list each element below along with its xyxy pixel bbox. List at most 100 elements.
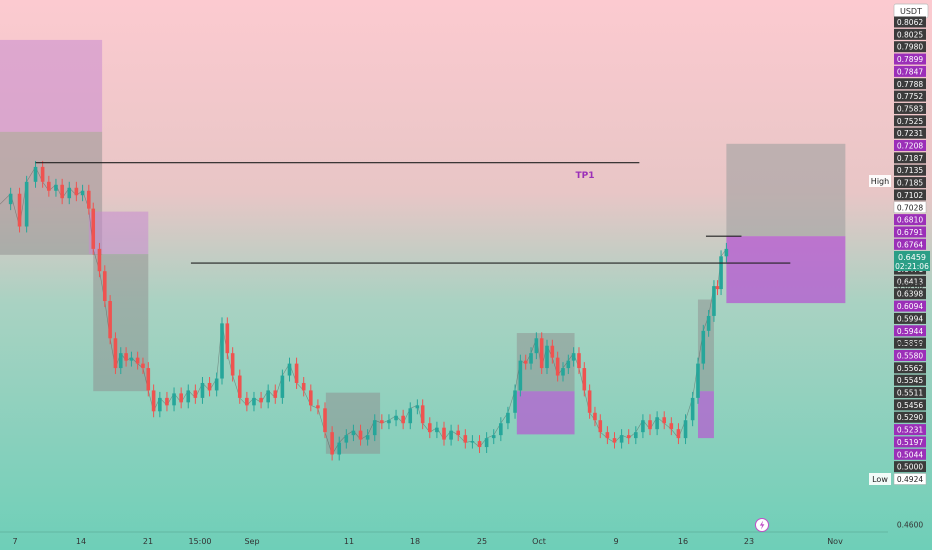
- candle-body: [280, 375, 285, 398]
- price-tag: [894, 140, 926, 152]
- price-tag: [894, 288, 926, 300]
- price-tag-label: 0.7231: [897, 129, 923, 138]
- candle-body: [252, 397, 256, 406]
- candle-body: [344, 435, 349, 443]
- price-tag-label: 0.5545: [897, 376, 923, 385]
- price-tag: [894, 189, 926, 201]
- price-tag: [894, 41, 926, 53]
- candle-body: [165, 397, 169, 406]
- candle-body: [179, 393, 183, 403]
- candle-body: [477, 441, 482, 448]
- candle-body: [394, 415, 398, 421]
- price-tag-label: 0.5044: [897, 450, 923, 459]
- price-tag-label: 0.8062: [897, 18, 923, 27]
- low-marker: Low: [869, 473, 891, 485]
- price-tag: [894, 349, 926, 361]
- price-tag-label: 0.5511: [897, 389, 923, 398]
- candle-body: [97, 248, 102, 272]
- price-tag: [894, 374, 926, 386]
- x-tick-label: Sep: [244, 537, 259, 546]
- current-price-countdown: 02:21:06: [895, 262, 929, 271]
- price-tag-label: 0.7185: [897, 179, 923, 188]
- candle-body: [683, 420, 688, 439]
- candle-body: [158, 397, 162, 412]
- x-tick-label: 21: [143, 537, 153, 546]
- price-tag-label: 0.7752: [897, 92, 923, 101]
- price-tag: [894, 53, 926, 65]
- candle-body: [523, 360, 528, 364]
- candle-body: [484, 438, 489, 448]
- price-tag-label: 0.7102: [897, 191, 923, 200]
- zone-purple-right: [726, 236, 846, 304]
- price-tag-label: 0.5944: [897, 327, 923, 336]
- price-tag-label: 0.5000: [897, 463, 923, 472]
- candle-body: [435, 427, 439, 433]
- price-tag: [894, 164, 926, 176]
- candle-body: [365, 435, 370, 440]
- high-label-box: [869, 175, 891, 187]
- candle-body: [17, 193, 22, 227]
- candle-body: [230, 353, 235, 376]
- candle-body: [151, 390, 156, 412]
- current-price-box: [894, 251, 930, 271]
- price-tag-label: 0.7525: [897, 117, 923, 126]
- candle-body: [186, 390, 191, 403]
- candle-body: [113, 338, 118, 369]
- price-tag-label: 0.5456: [897, 401, 923, 410]
- candle-body: [555, 357, 560, 376]
- candle-body: [287, 363, 292, 376]
- price-tag: [894, 115, 926, 127]
- candle-body: [491, 435, 496, 439]
- x-tick-label: 16: [678, 537, 688, 546]
- candle-body: [534, 338, 539, 354]
- candle-body: [545, 345, 549, 369]
- price-tag: [894, 16, 926, 28]
- price-tag-label: 0.6764: [897, 240, 923, 249]
- candle-body: [54, 184, 58, 191]
- candle-body: [266, 390, 270, 403]
- candle-body: [641, 420, 645, 433]
- candle-body: [330, 432, 334, 455]
- price-tag: [893, 201, 927, 214]
- price-tag: [894, 325, 926, 337]
- candle-body: [539, 338, 544, 369]
- price-tag-label: 0.5197: [897, 438, 923, 447]
- lines-layer: [35, 162, 791, 264]
- price-tag-label: 0.7583: [897, 104, 923, 113]
- candle-body: [499, 423, 503, 436]
- price-tag-label: 0.5994: [897, 314, 923, 323]
- lightning-badge[interactable]: [755, 518, 769, 532]
- candle-body: [634, 432, 638, 439]
- candle-body: [387, 420, 391, 424]
- price-tag: [894, 65, 926, 77]
- x-tick-label: 15:00: [188, 537, 211, 546]
- price-tag-label: 0.5290: [897, 413, 923, 422]
- candle-body: [172, 393, 176, 406]
- current-price-marker: 0.6459 02:21:06: [894, 251, 930, 271]
- zone-gray-sep: [325, 392, 381, 454]
- currency-label: USDT: [900, 7, 922, 16]
- x-tick-label: 7: [12, 537, 17, 546]
- x-tick-label: 14: [76, 537, 86, 546]
- candle-body: [193, 390, 198, 398]
- zone-gray-top-left: [0, 131, 103, 255]
- candle-body: [712, 286, 716, 316]
- low-label-box: [869, 473, 891, 485]
- high-label: High: [871, 177, 889, 186]
- time-axis: 7 14 21 15:00 Sep 11 18 25 Oct 9 16 23 Nov: [12, 537, 843, 546]
- candle-body: [24, 181, 29, 227]
- zone-purple-23: [697, 391, 714, 439]
- price-tag: [894, 102, 926, 114]
- price-tag-label: 0.7028: [897, 203, 923, 212]
- candle-body: [420, 405, 425, 424]
- zone-purple-mid-left: [88, 211, 149, 255]
- candle-body: [87, 190, 91, 209]
- price-tag: [894, 387, 926, 399]
- price-tag-label: 0.5859: [897, 339, 923, 348]
- candle-body: [470, 441, 475, 443]
- price-tag: [894, 461, 926, 473]
- candle-body: [513, 390, 517, 413]
- candle-body: [715, 286, 720, 290]
- candle-body: [506, 412, 510, 424]
